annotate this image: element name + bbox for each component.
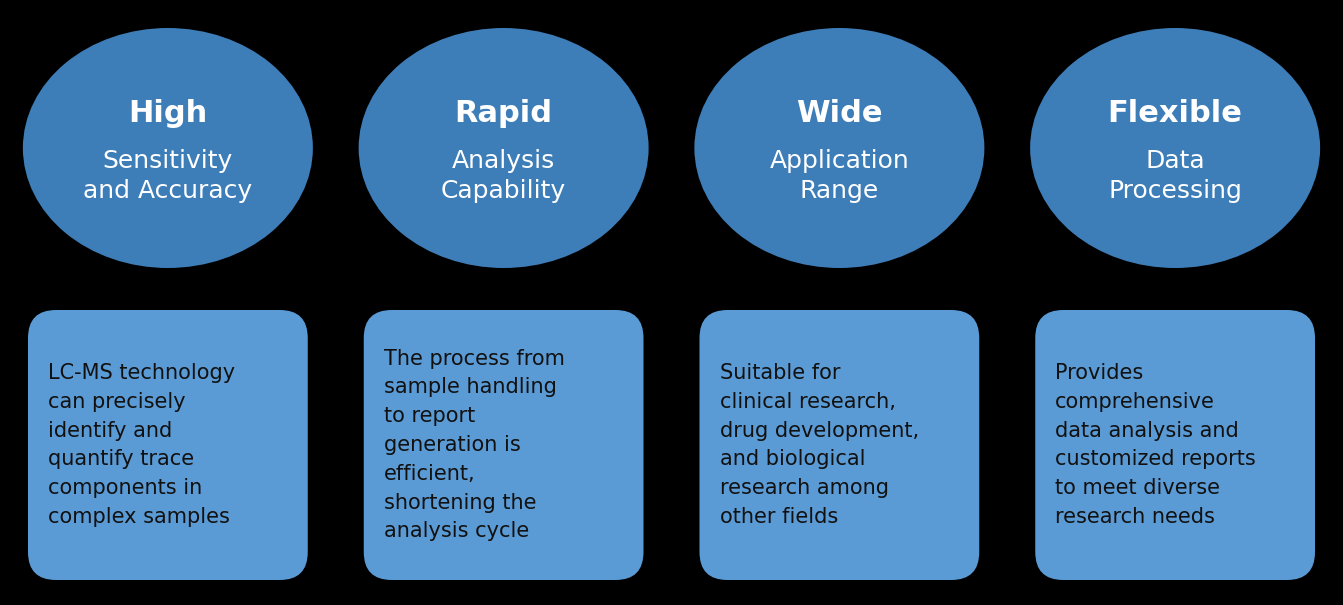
Text: LC-MS technology
can precisely
identify and
quantify trace
components in
complex: LC-MS technology can precisely identify …	[48, 363, 235, 527]
Text: Provides
comprehensive
data analysis and
customized reports
to meet diverse
rese: Provides comprehensive data analysis and…	[1056, 363, 1256, 527]
Ellipse shape	[694, 28, 984, 268]
Text: Analysis
Capability: Analysis Capability	[441, 149, 567, 203]
FancyBboxPatch shape	[1035, 310, 1315, 580]
Ellipse shape	[23, 28, 313, 268]
FancyBboxPatch shape	[28, 310, 308, 580]
Text: Flexible: Flexible	[1108, 99, 1242, 128]
Text: Wide: Wide	[796, 99, 882, 128]
Text: Sensitivity
and Accuracy: Sensitivity and Accuracy	[83, 149, 252, 203]
Text: High: High	[128, 99, 208, 128]
Text: Application
Range: Application Range	[770, 149, 909, 203]
FancyBboxPatch shape	[364, 310, 643, 580]
FancyBboxPatch shape	[700, 310, 979, 580]
Ellipse shape	[359, 28, 649, 268]
Text: The process from
sample handling
to report
generation is
efficient,
shortening t: The process from sample handling to repo…	[384, 348, 564, 541]
Text: Suitable for
clinical research,
drug development,
and biological
research among
: Suitable for clinical research, drug dev…	[720, 363, 919, 527]
Ellipse shape	[1030, 28, 1320, 268]
Text: Data
Processing: Data Processing	[1108, 149, 1242, 203]
Text: Rapid: Rapid	[455, 99, 552, 128]
